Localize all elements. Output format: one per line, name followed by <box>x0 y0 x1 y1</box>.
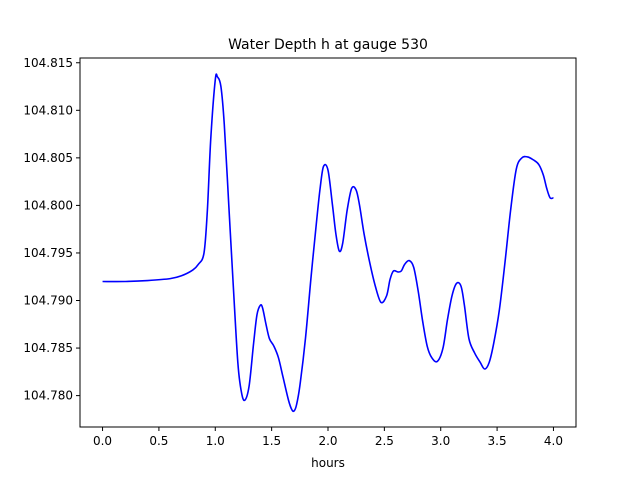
x-tick-label: 0.0 <box>93 434 112 448</box>
y-tick-label: 104.790 <box>23 294 73 308</box>
y-tick-label: 104.815 <box>23 56 73 70</box>
x-tick-label: 2.0 <box>318 434 337 448</box>
x-tick-label: 3.5 <box>488 434 507 448</box>
chart-title: Water Depth h at gauge 530 <box>228 37 428 53</box>
x-tick-label: 1.0 <box>206 434 225 448</box>
y-tick-label: 104.780 <box>23 389 73 403</box>
y-tick-label: 104.810 <box>23 103 73 117</box>
y-tick-label: 104.800 <box>23 198 73 212</box>
x-tick-label: 0.5 <box>149 434 168 448</box>
x-tick-label: 4.0 <box>544 434 563 448</box>
y-tick-label: 104.805 <box>23 151 73 165</box>
plot-area-frame <box>79 57 577 428</box>
y-tick-label: 104.785 <box>23 341 73 355</box>
x-tick-label: 2.5 <box>375 434 394 448</box>
series-line <box>102 73 554 413</box>
x-tick-label: 3.0 <box>431 434 450 448</box>
x-tick-label: 1.5 <box>262 434 281 448</box>
y-tick-label: 104.795 <box>23 246 73 260</box>
x-axis-label: hours <box>311 456 345 470</box>
